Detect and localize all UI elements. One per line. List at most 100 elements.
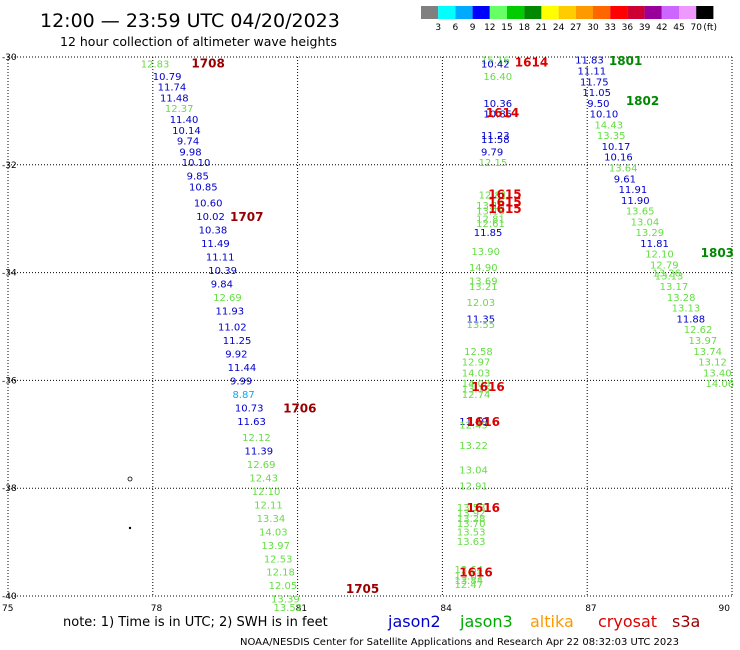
swh-point-s3a: 11.40 bbox=[170, 115, 199, 126]
swh-point-s3a: 11.02 bbox=[218, 323, 247, 334]
swh-point-jason3: 10.17 bbox=[602, 142, 631, 153]
swh-point-s3a: 12.11 bbox=[254, 500, 283, 511]
scale-tick-label: 33 bbox=[604, 23, 615, 33]
swh-point-cryosat: 11.85 bbox=[474, 228, 503, 239]
swh-point-jason3: 10.10 bbox=[590, 110, 619, 121]
scale-swatch bbox=[472, 6, 490, 19]
swh-point-s3a: 11.49 bbox=[201, 239, 230, 250]
swh-point-jason3: 13.64 bbox=[609, 163, 638, 174]
swh-point-jason3: 10.16 bbox=[604, 153, 633, 164]
swh-point-cryosat: 13.16 bbox=[476, 207, 505, 218]
swh-point-s3a: 10.60 bbox=[194, 199, 223, 210]
y-tick-label: -38 bbox=[2, 484, 17, 494]
pass-label: 1708 bbox=[191, 56, 224, 70]
swh-point-cryosat: 12.03 bbox=[467, 298, 496, 309]
swh-point-s3a: 9.92 bbox=[225, 349, 247, 360]
x-tick-label: 81 bbox=[296, 604, 307, 614]
swh-point-cryosat: 13.28 bbox=[457, 514, 486, 525]
swh-point-cryosat: 11.35 bbox=[467, 314, 496, 325]
swh-point-s3a: 12.83 bbox=[141, 59, 170, 70]
scale-swatch bbox=[593, 6, 611, 19]
swh-point-cryosat: 10.36 bbox=[483, 99, 512, 110]
x-tick-label: 90 bbox=[719, 604, 731, 614]
swh-point-s3a: 11.25 bbox=[223, 336, 252, 347]
swh-point-cryosat: 12.91 bbox=[459, 482, 488, 493]
swh-point-s3a: 10.02 bbox=[196, 212, 225, 223]
x-tick-label: 87 bbox=[585, 604, 596, 614]
swh-point-jason3: 9.61 bbox=[614, 174, 636, 185]
scale-swatch bbox=[524, 6, 542, 19]
swh-point-cryosat: 15.16 bbox=[481, 56, 510, 67]
swh-point-jason3: 13.17 bbox=[660, 282, 689, 293]
footer-credit: NOAA/NESDIS Center for Satellite Applica… bbox=[240, 637, 679, 648]
swh-point-cryosat: 12.15 bbox=[479, 158, 508, 169]
swh-point-jason3: 12.79 bbox=[650, 261, 679, 272]
swh-point-cryosat: 13.15 bbox=[462, 384, 491, 395]
swh-point-s3a: 11.93 bbox=[216, 306, 245, 317]
pass-label: 1615 bbox=[488, 195, 521, 209]
scale-swatch bbox=[438, 6, 456, 19]
scale-tick-label: 27 bbox=[570, 23, 581, 33]
swh-point-cryosat: 16.40 bbox=[483, 72, 512, 83]
swh-point-jason3: 9.50 bbox=[587, 99, 609, 110]
pass-label: 1615 bbox=[488, 202, 521, 216]
swh-point-cryosat: 14.08 bbox=[462, 379, 491, 390]
swh-point-jason3: 12.62 bbox=[684, 325, 713, 336]
scale-swatch bbox=[627, 6, 645, 19]
scale-swatch bbox=[679, 6, 697, 19]
swh-point-s3a: 13.34 bbox=[257, 514, 286, 525]
swh-point-s3a: 11.74 bbox=[158, 83, 187, 94]
scale-tick-label: 15 bbox=[501, 23, 512, 33]
swh-point-cryosat: 13.70 bbox=[457, 519, 486, 530]
y-tick-label: -36 bbox=[2, 376, 17, 386]
swh-point-s3a: 12.43 bbox=[249, 473, 278, 484]
scale-tick-label: 36 bbox=[622, 23, 634, 33]
y-tick-label: -30 bbox=[2, 53, 17, 63]
swh-point-cryosat: 13.55 bbox=[467, 320, 496, 331]
scale-tick-label: 24 bbox=[553, 23, 565, 33]
swh-point-jason3: 11.83 bbox=[575, 56, 604, 67]
pass-label: 1614 bbox=[515, 55, 548, 69]
swh-point-cryosat: 11.58 bbox=[481, 135, 510, 146]
scale-tick-label: 3 bbox=[435, 23, 441, 33]
swh-point-jason3: 13.74 bbox=[693, 347, 722, 358]
swh-point-jason3: 13.26 bbox=[652, 269, 681, 280]
swh-point-s3a: 10.38 bbox=[199, 225, 228, 236]
scale-swatch bbox=[541, 6, 559, 19]
pass-label: 1616 bbox=[471, 380, 504, 394]
scale-tick-label: 45 bbox=[673, 23, 684, 33]
mission-jason2: jason2 bbox=[387, 612, 441, 631]
swh-point-cryosat: 13.63 bbox=[457, 537, 486, 548]
swh-point-s3a: 13.97 bbox=[261, 541, 290, 552]
pass-label: 1802 bbox=[626, 94, 659, 108]
swh-point-cryosat: 13.21 bbox=[469, 282, 498, 293]
swh-point-cryosat: 14.90 bbox=[469, 263, 498, 274]
x-tick-label: 75 bbox=[2, 604, 13, 614]
swh-point-jason3: 11.75 bbox=[580, 77, 609, 88]
swh-point-cryosat: 12.97 bbox=[462, 358, 491, 369]
swh-point-cryosat: 12.47 bbox=[454, 580, 483, 591]
island-marker bbox=[127, 476, 133, 482]
swh-point-s3a: 12.10 bbox=[252, 487, 281, 498]
x-tick-label: 84 bbox=[440, 604, 452, 614]
swh-point-cryosat: 13.84 bbox=[454, 576, 483, 587]
swh-point-s3a: 9.84 bbox=[211, 279, 233, 290]
swh-point-cryosat: 9.79 bbox=[481, 147, 503, 158]
pass-label: 1616 bbox=[459, 566, 492, 580]
swh-point-cryosat: 11.23 bbox=[481, 131, 510, 142]
swh-point-cryosat: 14.03 bbox=[462, 368, 491, 379]
pass-label: 1615 bbox=[488, 187, 521, 201]
swh-point-jason3: 13.13 bbox=[672, 304, 701, 315]
swh-point-jason3: 11.90 bbox=[621, 196, 650, 207]
swh-point-cryosat: 13.53 bbox=[457, 527, 486, 538]
mission-legend: jason2 jason3 altika cryosat s3a bbox=[387, 612, 700, 631]
swh-point-cryosat: 12.81 bbox=[476, 215, 505, 226]
swh-point-cryosat: 13.04 bbox=[459, 465, 488, 476]
scale-unit: (ft) bbox=[703, 23, 717, 33]
swh-point-cryosat: 10.42 bbox=[481, 59, 510, 70]
swh-point-s3a: 12.05 bbox=[269, 581, 298, 592]
color-scale-legend: 3 6 9 12 15 18 21 24 27 30 33 36 39 42 45 70 (ft) bbox=[421, 6, 717, 33]
swh-point-cryosat: 13.02 bbox=[454, 572, 483, 583]
swh-point-s3a: 10.79 bbox=[153, 72, 182, 83]
